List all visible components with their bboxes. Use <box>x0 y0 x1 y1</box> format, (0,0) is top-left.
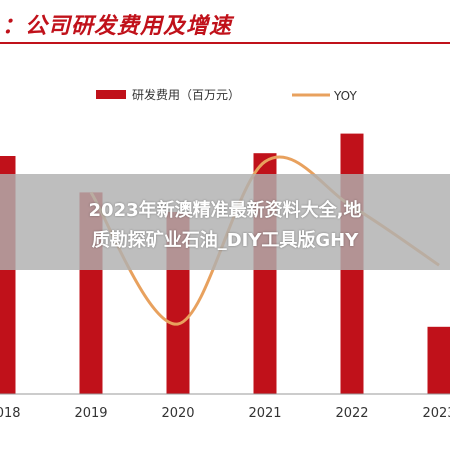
x-tick-2018: 2018 <box>0 406 21 421</box>
chart-title: ：公司研发费用及增速 <box>2 13 233 39</box>
x-tick-2019: 2019 <box>74 406 107 421</box>
x-tick-2020: 2020 <box>161 406 194 421</box>
bar-2023 <box>427 326 450 394</box>
x-tick-labels: 2018 2019 2020 2021 2022 2023 <box>0 406 450 421</box>
banner-line-2: 质勘探矿业石油_DIY工具版GHY <box>91 230 359 251</box>
legend-bar-swatch <box>96 90 126 99</box>
legend: 研发费用（百万元） YOY <box>96 87 357 103</box>
x-tick-2022: 2022 <box>335 406 368 421</box>
legend-line-label: YOY <box>333 89 357 103</box>
title-divider <box>0 42 450 44</box>
banner-line-1: 2023年新澳精准最新资料大全,地 <box>88 200 362 221</box>
x-tick-2021: 2021 <box>248 406 281 421</box>
x-tick-2023: 2023 <box>422 406 450 421</box>
title-bar: ：公司研发费用及增速 <box>0 0 450 44</box>
watermark-banner: 2023年新澳精准最新资料大全,地 质勘探矿业石油_DIY工具版GHY <box>0 174 450 270</box>
legend-bar-label: 研发费用（百万元） <box>132 87 240 102</box>
